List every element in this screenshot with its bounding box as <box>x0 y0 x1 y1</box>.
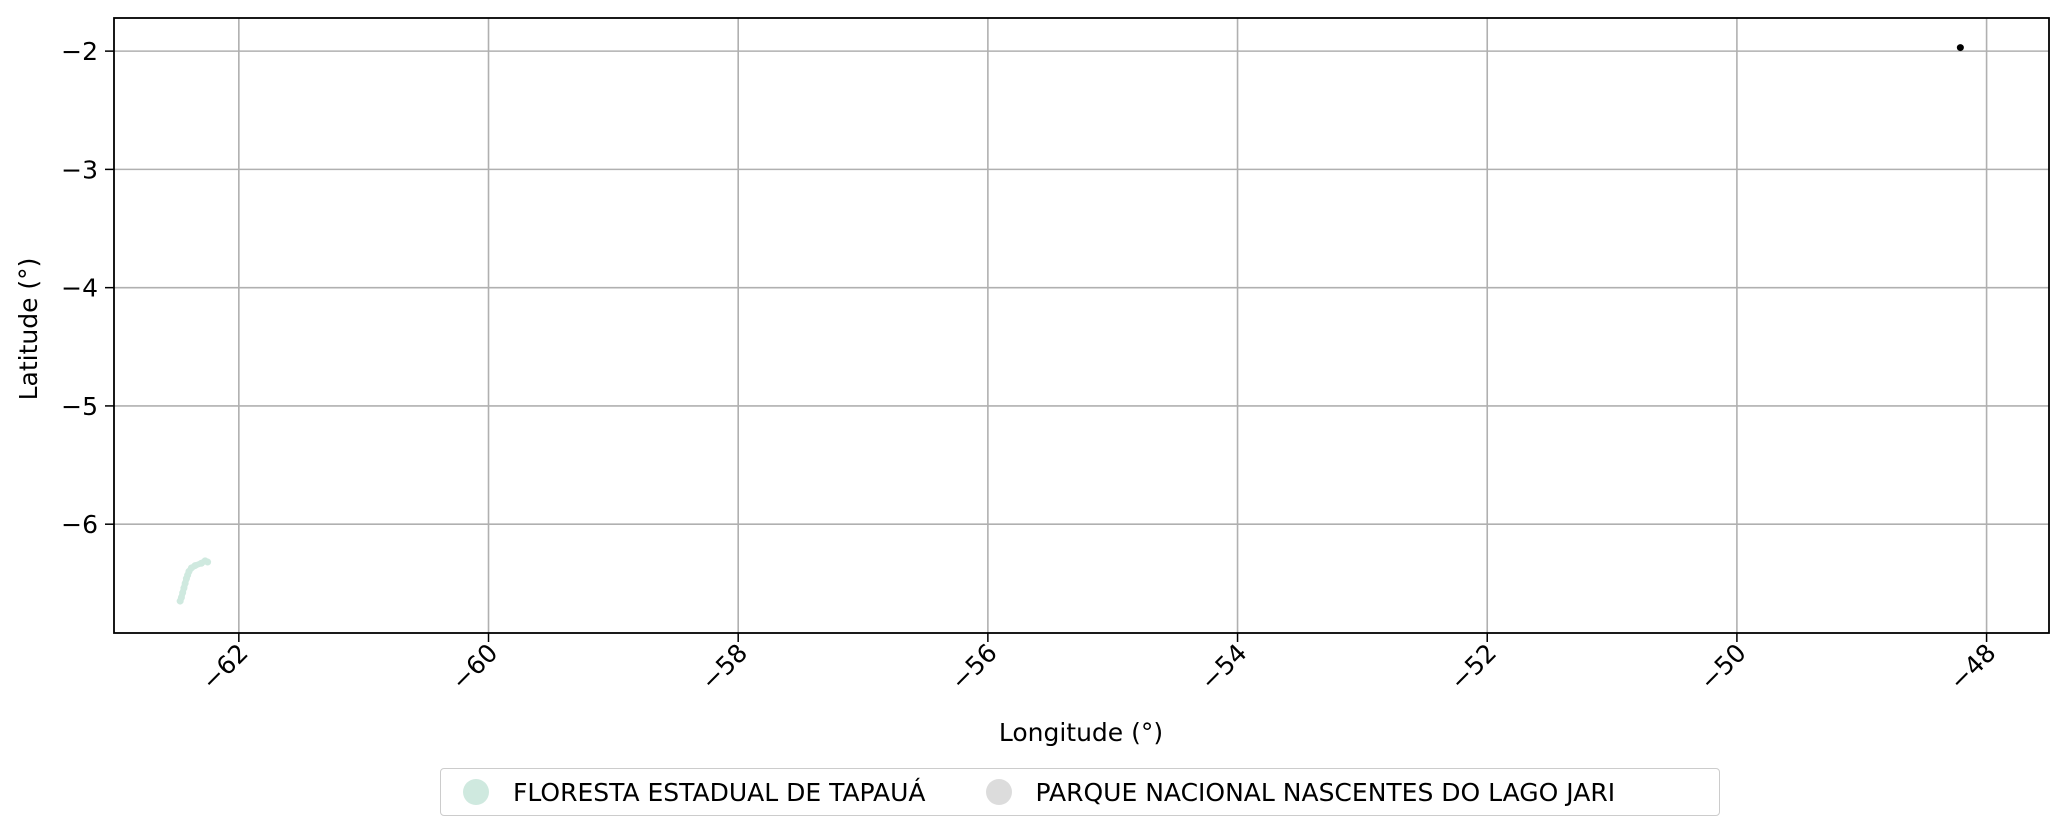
x-tick-label: −48 <box>1944 638 2002 696</box>
x-tick-label: −50 <box>1694 638 1752 696</box>
data-points <box>176 44 1964 605</box>
jari-point <box>1956 44 1964 52</box>
legend-item-jari: PARQUE NACIONAL NASCENTES DO LAGO JARI <box>985 777 1616 807</box>
legend: FLORESTA ESTADUAL DE TAPAUÁ PARQUE NACIO… <box>440 768 1720 816</box>
legend-swatch-jari <box>985 779 1012 805</box>
y-tick-label: −2 <box>61 37 98 66</box>
x-tick-label: −54 <box>1195 638 1253 696</box>
x-tick-label: −58 <box>695 638 753 696</box>
tapaua-point <box>191 562 199 570</box>
y-tick-label: −4 <box>61 274 98 303</box>
y-tick-label: −5 <box>61 392 98 421</box>
legend-item-tapaua: FLORESTA ESTADUAL DE TAPAUÁ <box>463 778 926 807</box>
legend-label-jari: PARQUE NACIONAL NASCENTES DO LAGO JARI <box>1035 777 1616 807</box>
axes <box>105 17 2050 642</box>
grid <box>114 18 2049 633</box>
tapaua-point <box>204 558 212 566</box>
x-tick-label: −60 <box>446 638 504 696</box>
legend-swatch-tapaua <box>463 779 489 805</box>
plot-frame <box>113 17 2050 634</box>
x-tick-label: −56 <box>945 638 1003 696</box>
y-axis-label: Latitude (°) <box>14 258 43 401</box>
legend-label-tapaua: FLORESTA ESTADUAL DE TAPAUÁ <box>513 777 926 807</box>
y-tick-label: −3 <box>61 155 98 184</box>
x-axis-label: Longitude (°) <box>999 718 1163 747</box>
x-tick-label: −62 <box>196 638 254 696</box>
x-tick-label: −52 <box>1444 638 1502 696</box>
tick-labels: −62 −60 −58 −56 −54 −52 −50 −48 −2 −3 −4 −5 −6 <box>61 37 2001 696</box>
y-tick-label: −6 <box>61 510 98 539</box>
